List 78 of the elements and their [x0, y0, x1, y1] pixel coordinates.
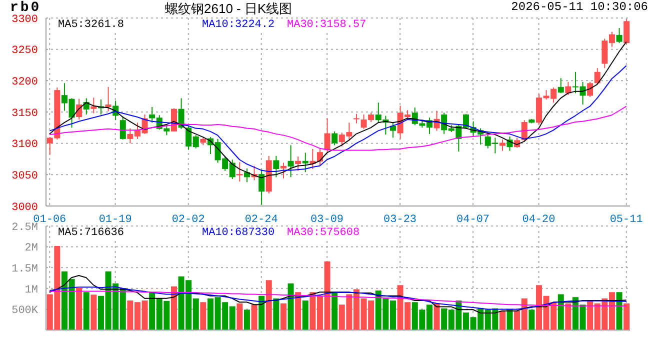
bar — [565, 303, 572, 330]
candlestick — [624, 18, 630, 45]
candlestick — [90, 97, 97, 114]
bar — [302, 300, 308, 330]
text: rb0 — [10, 0, 42, 16]
bar — [288, 283, 294, 330]
y-tick-label: 3100 — [12, 139, 38, 152]
y-tick-label: 3000 — [12, 202, 38, 214]
candlestick — [616, 28, 622, 44]
bar — [236, 303, 243, 330]
x-tick-label: 05-11 — [610, 214, 644, 226]
y-tick-label: 3200 — [12, 76, 38, 89]
y-tick-label: 3250 — [12, 45, 38, 58]
bar — [528, 310, 535, 330]
text: MA5:3261.8 — [58, 19, 124, 31]
bar — [499, 310, 506, 330]
candlestick — [587, 81, 594, 98]
text: MA30:3158.57 — [287, 19, 366, 31]
bar — [200, 302, 206, 330]
candlestick — [390, 122, 396, 138]
y-tick-label: 1.5M — [12, 264, 38, 276]
line-series — [49, 290, 627, 307]
y-tick-label: 3150 — [12, 108, 38, 120]
text: MA10:687330 — [202, 227, 275, 239]
candlestick — [594, 68, 600, 85]
bar — [558, 294, 564, 330]
bar — [258, 296, 265, 330]
candlestick — [273, 155, 280, 178]
y-tick-label: 2.5M — [12, 222, 38, 234]
candlestick — [499, 139, 506, 152]
bar — [616, 292, 622, 330]
x-tick-label: 03-23 — [384, 214, 417, 226]
text: 2026-05-11 10:30:06 — [511, 0, 648, 14]
bar — [83, 292, 90, 330]
bar — [170, 286, 177, 330]
bar — [273, 298, 280, 330]
x-tick-label: 04-07 — [456, 214, 490, 226]
x-tick-label: 02-02 — [172, 214, 205, 226]
candlestick — [353, 113, 360, 124]
candlestick — [280, 162, 286, 179]
y-tick-label: 500K — [12, 305, 38, 318]
x-tick-label: 03-09 — [310, 214, 344, 226]
y-tick-label: 2M — [24, 242, 38, 255]
bar — [506, 310, 513, 330]
x-tick-label: 02-24 — [244, 214, 278, 226]
line-series — [49, 275, 627, 314]
bar — [90, 294, 97, 330]
candlestick — [236, 162, 243, 182]
candlestick — [105, 86, 112, 112]
bar — [280, 303, 286, 330]
candlestick — [120, 116, 126, 140]
candlestick — [288, 144, 294, 178]
text: MA30:575608 — [287, 227, 360, 239]
bar — [295, 292, 302, 330]
text: MA5:716636 — [58, 227, 124, 239]
candlestick — [295, 156, 302, 172]
bar — [266, 280, 272, 330]
chart-title: 螺纹钢2610 - 日K线图 — [165, 0, 292, 18]
candlestick — [332, 130, 338, 146]
candlestick — [558, 78, 564, 94]
candlestick — [258, 169, 265, 206]
candlestick — [302, 152, 308, 173]
bar — [76, 288, 82, 330]
bar — [332, 292, 338, 330]
line-series — [49, 65, 627, 172]
y-tick-label: 1M — [24, 284, 38, 296]
text: MA10:3224.2 — [202, 19, 275, 31]
bar — [624, 303, 630, 330]
line-series — [49, 106, 627, 151]
bar — [251, 304, 258, 330]
candlestick — [324, 118, 330, 153]
x-tick-label: 01-19 — [98, 214, 132, 226]
bar — [434, 303, 440, 330]
bar — [244, 310, 250, 330]
line-series — [49, 286, 627, 310]
y-tick-label: 3300 — [12, 14, 38, 26]
y-tick-label: 3050 — [12, 170, 38, 183]
x-tick-label: 04-20 — [522, 214, 556, 226]
